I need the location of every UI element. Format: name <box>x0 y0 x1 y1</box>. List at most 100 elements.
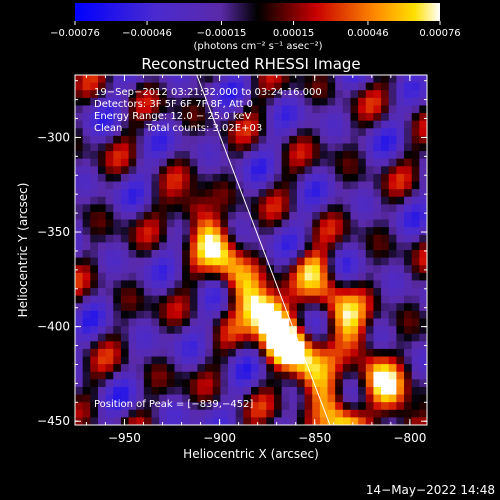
heatmap-cell <box>151 97 160 107</box>
heatmap-cell <box>143 173 153 183</box>
heatmap-cell <box>82 173 91 183</box>
heatmap-cell <box>411 250 420 259</box>
heatmap-cell <box>82 394 91 403</box>
heatmap-cell <box>166 90 176 99</box>
heatmap-cell <box>90 227 99 236</box>
heatmap-cell <box>228 280 237 289</box>
heatmap-cell <box>228 318 237 327</box>
heatmap-cell <box>327 409 336 418</box>
heatmap-cell <box>335 173 344 183</box>
heatmap-cell <box>350 265 359 274</box>
heatmap-cell <box>243 227 252 236</box>
heatmap-cell <box>220 280 229 289</box>
heatmap-cell <box>143 75 153 84</box>
heatmap-cell <box>97 211 107 221</box>
heatmap-cell <box>342 402 352 411</box>
heatmap-cell <box>312 105 321 114</box>
heatmap-cell <box>182 386 191 396</box>
heatmap-cell <box>136 158 145 167</box>
heatmap-cell <box>120 97 130 107</box>
heatmap-cell <box>113 288 122 297</box>
heatmap-cell <box>327 166 336 175</box>
heatmap-cell <box>166 219 176 228</box>
heatmap-cell <box>281 417 290 425</box>
heatmap-cell <box>75 356 84 365</box>
heatmap-cell <box>189 143 199 152</box>
heatmap-cell <box>220 371 229 380</box>
heatmap-cell <box>120 371 130 380</box>
heatmap-cell <box>220 379 229 388</box>
heatmap-cell <box>128 272 137 282</box>
colorbar <box>75 3 440 21</box>
heatmap-cell <box>189 402 199 411</box>
timestamp: 14−May−2022 14:48 <box>366 483 495 497</box>
heatmap-cell <box>342 204 352 213</box>
heatmap-cell <box>189 75 199 84</box>
heatmap-cell <box>304 227 313 236</box>
heatmap-cell <box>228 371 237 380</box>
heatmap-cell <box>151 303 160 312</box>
heatmap-cell <box>113 310 122 320</box>
heatmap-cell <box>411 151 420 160</box>
heatmap-cell <box>273 173 283 183</box>
heatmap-cell <box>128 356 137 365</box>
heatmap-cell <box>312 113 321 122</box>
heatmap-cell <box>319 158 329 167</box>
heatmap-cell <box>266 219 275 228</box>
heatmap-cell <box>304 333 313 342</box>
heatmap-cell <box>388 75 397 84</box>
heatmap-cell <box>358 310 367 320</box>
heatmap-cell <box>335 120 344 129</box>
heatmap-cell <box>296 181 306 190</box>
heatmap-cell <box>205 288 214 297</box>
heatmap-cell <box>136 166 145 175</box>
heatmap-cell <box>90 333 99 342</box>
heatmap-cell <box>388 288 397 297</box>
heatmap-cell <box>228 257 237 266</box>
heatmap-cell <box>281 265 290 274</box>
heatmap-cell <box>235 196 244 205</box>
heatmap-cell <box>90 379 99 388</box>
heatmap-cell <box>396 280 405 289</box>
heatmap-cell <box>419 280 427 289</box>
heatmap-cell <box>281 75 290 84</box>
heatmap-cell <box>358 348 367 358</box>
heatmap-cell <box>151 128 160 137</box>
heatmap-cell <box>411 356 420 365</box>
heatmap-cell <box>365 318 375 327</box>
heatmap-cell <box>404 326 413 335</box>
heatmap-cell <box>113 257 122 266</box>
heatmap-cell <box>373 151 382 160</box>
heatmap-cell <box>82 82 91 91</box>
heatmap-cell <box>327 234 336 243</box>
heatmap-cell <box>105 120 114 129</box>
heatmap-cell <box>327 196 336 205</box>
heatmap-cell <box>113 326 122 335</box>
heatmap-cell <box>350 272 359 282</box>
heatmap-cell <box>228 417 237 425</box>
heatmap-cell <box>159 341 168 350</box>
heatmap-cell <box>388 105 397 114</box>
heatmap-cell <box>373 356 382 365</box>
heatmap-cell <box>228 326 237 335</box>
heatmap-cell <box>304 379 313 388</box>
heatmap-cell <box>90 211 99 221</box>
heatmap-cell <box>404 219 413 228</box>
heatmap-cell <box>289 333 298 342</box>
heatmap-cell <box>342 234 352 243</box>
heatmap-cell <box>205 394 214 403</box>
heatmap-cell <box>120 326 130 335</box>
heatmap-cell <box>143 97 153 107</box>
heatmap-cell <box>182 242 191 251</box>
heatmap-cell <box>281 394 290 403</box>
heatmap-cell <box>235 90 244 99</box>
heatmap-cell <box>205 173 214 183</box>
heatmap-cell <box>266 135 275 145</box>
heatmap-cell <box>273 151 283 160</box>
heatmap-cell <box>105 417 114 425</box>
heatmap-cell <box>350 211 359 221</box>
heatmap-cell <box>228 265 237 274</box>
heatmap-cell <box>419 386 427 396</box>
heatmap-cell <box>120 409 130 418</box>
heatmap-cell <box>251 394 260 403</box>
